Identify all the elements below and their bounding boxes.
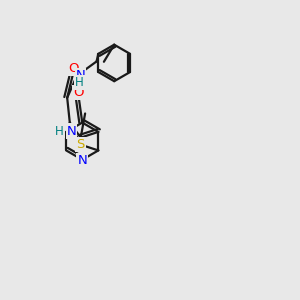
Text: O: O (74, 86, 84, 99)
Text: N: N (67, 124, 76, 137)
Text: N: N (77, 154, 87, 167)
Text: S: S (76, 138, 85, 151)
Text: H: H (75, 76, 84, 88)
Text: O: O (68, 62, 78, 75)
Text: N: N (76, 70, 85, 83)
Text: H: H (56, 124, 64, 137)
